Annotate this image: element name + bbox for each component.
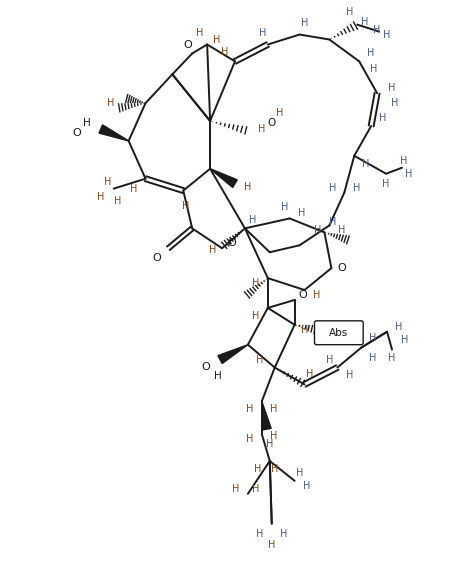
Text: H: H bbox=[360, 17, 368, 27]
Text: H: H bbox=[383, 30, 391, 40]
Text: H: H bbox=[249, 215, 256, 225]
Text: H: H bbox=[246, 434, 254, 444]
Text: H: H bbox=[328, 218, 336, 228]
Text: H: H bbox=[367, 48, 375, 58]
Text: H: H bbox=[363, 159, 370, 169]
Text: H: H bbox=[195, 27, 203, 38]
Text: H: H bbox=[214, 371, 222, 381]
Text: H: H bbox=[301, 17, 308, 27]
Text: O: O bbox=[202, 361, 211, 371]
Text: H: H bbox=[401, 335, 408, 345]
Text: H: H bbox=[259, 27, 267, 38]
Text: O: O bbox=[183, 41, 192, 51]
Text: H: H bbox=[353, 183, 360, 193]
Text: H: H bbox=[306, 370, 313, 379]
Text: H: H bbox=[379, 113, 387, 123]
Text: H: H bbox=[298, 208, 305, 218]
Text: H: H bbox=[370, 353, 377, 363]
Text: H: H bbox=[389, 353, 396, 363]
Text: H: H bbox=[270, 431, 277, 441]
Text: H: H bbox=[246, 404, 254, 414]
Text: H: H bbox=[280, 528, 287, 538]
Text: H: H bbox=[271, 464, 279, 474]
Text: H: H bbox=[104, 177, 111, 187]
Text: H: H bbox=[252, 278, 260, 288]
Text: H: H bbox=[221, 48, 229, 58]
Text: H: H bbox=[256, 528, 263, 538]
Text: H: H bbox=[314, 225, 321, 235]
Text: H: H bbox=[83, 118, 91, 128]
Text: O: O bbox=[73, 128, 81, 138]
Text: H: H bbox=[338, 225, 345, 235]
Text: H: H bbox=[270, 404, 277, 414]
Text: H: H bbox=[254, 464, 261, 474]
Text: H: H bbox=[268, 541, 275, 551]
Text: O: O bbox=[298, 290, 307, 300]
Text: Abs: Abs bbox=[329, 328, 348, 338]
Text: H: H bbox=[326, 354, 333, 364]
Text: H: H bbox=[107, 98, 115, 108]
Text: H: H bbox=[244, 182, 252, 191]
Text: H: H bbox=[400, 156, 407, 166]
Text: H: H bbox=[346, 371, 353, 381]
Text: O: O bbox=[337, 263, 346, 273]
Text: H: H bbox=[346, 6, 353, 17]
Text: H: H bbox=[130, 183, 137, 194]
Text: H: H bbox=[370, 333, 377, 343]
Text: H: H bbox=[281, 201, 288, 211]
Text: H: H bbox=[303, 481, 310, 491]
Polygon shape bbox=[262, 402, 271, 430]
Text: H: H bbox=[252, 311, 260, 321]
Text: H: H bbox=[252, 484, 260, 494]
Polygon shape bbox=[99, 125, 128, 141]
Text: H: H bbox=[391, 98, 399, 108]
Text: H: H bbox=[97, 191, 104, 201]
Text: H: H bbox=[373, 24, 381, 34]
Polygon shape bbox=[218, 345, 248, 364]
Text: H: H bbox=[296, 468, 303, 478]
Text: O: O bbox=[267, 118, 276, 128]
Text: H: H bbox=[301, 325, 308, 335]
Text: H: H bbox=[114, 196, 122, 205]
Text: H: H bbox=[328, 183, 336, 193]
Text: H: H bbox=[182, 201, 189, 211]
Text: H: H bbox=[266, 439, 274, 449]
Text: H: H bbox=[209, 245, 217, 255]
Text: H: H bbox=[383, 179, 390, 189]
FancyBboxPatch shape bbox=[315, 321, 363, 345]
Text: H: H bbox=[276, 108, 283, 118]
Text: H: H bbox=[232, 484, 240, 494]
Polygon shape bbox=[210, 169, 237, 187]
Text: O: O bbox=[228, 238, 237, 249]
Text: H: H bbox=[313, 290, 320, 300]
Text: H: H bbox=[395, 322, 403, 332]
Text: O: O bbox=[152, 253, 161, 263]
Text: H: H bbox=[256, 354, 263, 364]
Text: H: H bbox=[405, 169, 413, 179]
Text: H: H bbox=[389, 83, 396, 93]
Text: H: H bbox=[371, 65, 378, 74]
Text: H: H bbox=[258, 124, 266, 134]
Text: H: H bbox=[213, 34, 221, 44]
